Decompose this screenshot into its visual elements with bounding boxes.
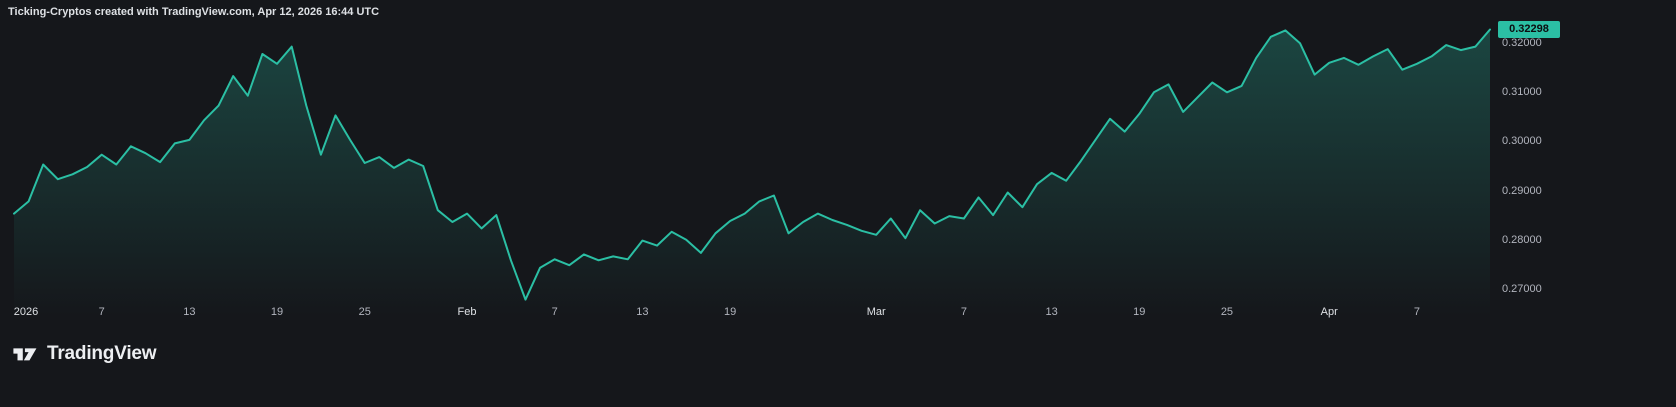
price-axis-label: 0.29000 <box>1502 184 1542 197</box>
time-axis-label: 2026 <box>13 306 39 318</box>
time-axis-label: 19 <box>270 306 284 318</box>
time-axis-label: 13 <box>183 306 196 318</box>
time-axis-label: 19 <box>1133 306 1146 318</box>
price-axis: 0.32000 0.31000 0.30000 0.29000 0.28000 0.270… <box>1502 0 1582 335</box>
chart-area-fill <box>14 29 1490 316</box>
time-axis-label: 7 <box>98 306 105 318</box>
time-axis-label: 25 <box>358 306 371 318</box>
time-axis-label: 13 <box>1045 306 1058 318</box>
time-axis-label: 25 <box>1220 306 1234 318</box>
chart-title: Ticking-Cryptos created with TradingView… <box>8 6 380 18</box>
time-axis-label: Feb <box>457 306 477 318</box>
time-axis-label: 7 <box>551 306 558 318</box>
time-axis-label: Mar <box>866 306 886 318</box>
time-axis-label: 7 <box>960 306 967 318</box>
time-axis: 2026 7 13 19 25 Feb 7 13 19 Mar 7 13 19 25 Apr 7 <box>0 306 1500 322</box>
chart-line <box>13 28 1491 301</box>
tradingview-logo-link[interactable]: TradingView <box>10 341 157 366</box>
time-axis-label: 13 <box>636 306 649 318</box>
price-axis-label: 0.32000 <box>1502 37 1542 50</box>
time-axis-label: 19 <box>723 306 737 318</box>
last-price-badge: 0.32298 <box>1498 21 1560 39</box>
time-axis-label: 7 <box>1413 306 1420 318</box>
tradingview-logo-text: TradingView <box>47 342 157 364</box>
tradingview-logo-icon <box>13 348 37 361</box>
price-axis-label: 0.27000 <box>1502 282 1542 295</box>
price-axis-label: 0.28000 <box>1502 233 1542 246</box>
price-axis-label: 0.30000 <box>1502 135 1542 148</box>
time-axis-label: Apr <box>1320 306 1338 318</box>
price-axis-label: 0.31000 <box>1502 86 1542 99</box>
